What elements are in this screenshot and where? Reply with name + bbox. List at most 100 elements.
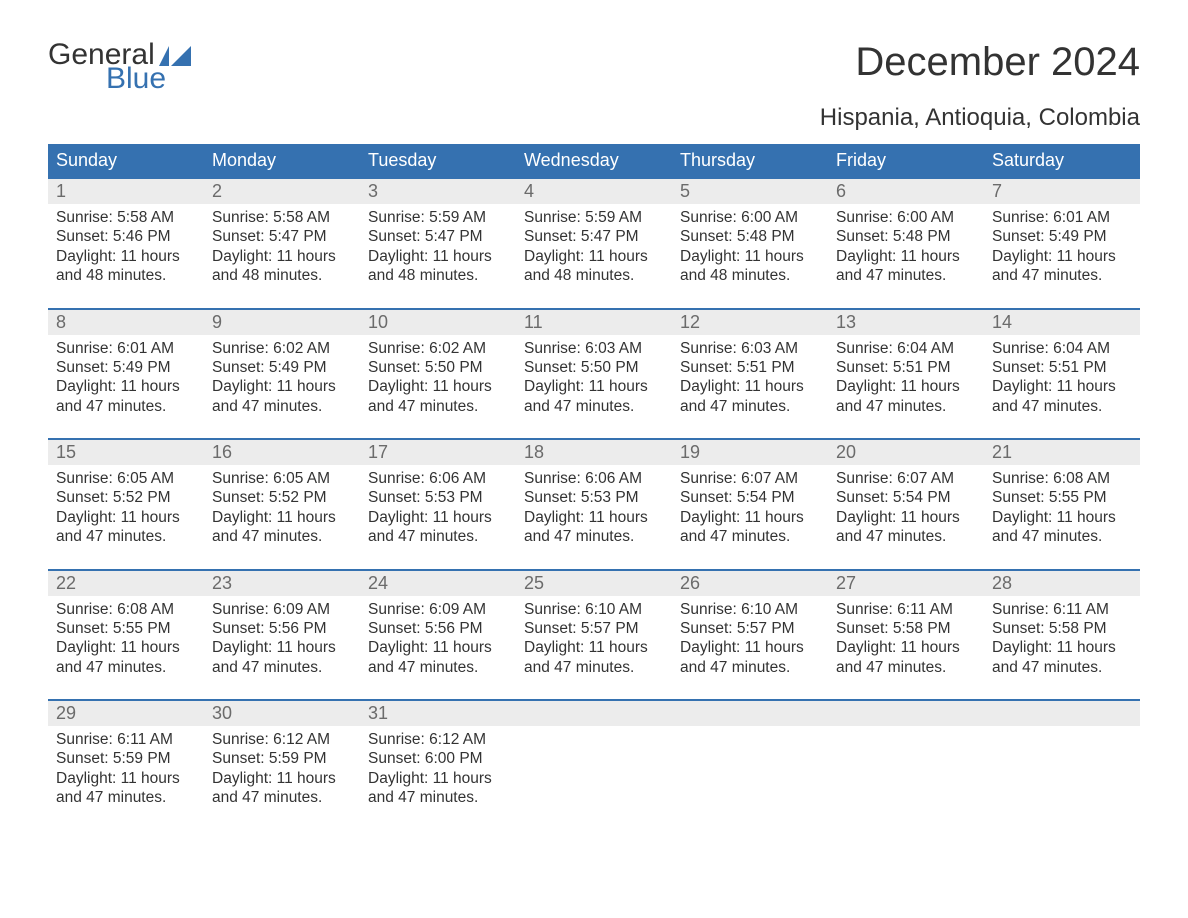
day-number: 25 — [516, 571, 672, 596]
daylight-line: Daylight: 11 hours and 47 minutes. — [680, 377, 820, 416]
sunset-line: Sunset: 5:58 PM — [992, 619, 1132, 638]
sunset-line: Sunset: 5:49 PM — [992, 227, 1132, 246]
day-cell: Sunrise: 6:03 AMSunset: 5:50 PMDaylight:… — [516, 335, 672, 421]
sunrise-line: Sunrise: 6:06 AM — [524, 469, 664, 488]
day-number: 18 — [516, 440, 672, 465]
daylight-line: Daylight: 11 hours and 47 minutes. — [56, 769, 196, 808]
sunrise-line: Sunrise: 6:04 AM — [836, 339, 976, 358]
sunset-line: Sunset: 5:57 PM — [680, 619, 820, 638]
day-cell: Sunrise: 6:08 AMSunset: 5:55 PMDaylight:… — [984, 465, 1140, 551]
day-cell: Sunrise: 6:11 AMSunset: 5:58 PMDaylight:… — [984, 596, 1140, 682]
sunrise-line: Sunrise: 5:59 AM — [368, 208, 508, 227]
daylight-line: Daylight: 11 hours and 48 minutes. — [680, 247, 820, 286]
day-number: 3 — [360, 179, 516, 204]
weekday-thursday: Thursday — [672, 144, 828, 177]
sunset-line: Sunset: 5:46 PM — [56, 227, 196, 246]
title-block: December 2024 — [855, 40, 1140, 85]
daylight-line: Daylight: 11 hours and 47 minutes. — [524, 638, 664, 677]
daylight-line: Daylight: 11 hours and 47 minutes. — [368, 508, 508, 547]
sunset-line: Sunset: 5:47 PM — [368, 227, 508, 246]
sunset-line: Sunset: 5:51 PM — [680, 358, 820, 377]
day-number — [672, 701, 828, 726]
daylight-line: Daylight: 11 hours and 47 minutes. — [368, 377, 508, 416]
day-number: 15 — [48, 440, 204, 465]
day-number: 26 — [672, 571, 828, 596]
sunrise-line: Sunrise: 6:00 AM — [680, 208, 820, 227]
sunrise-line: Sunrise: 6:03 AM — [680, 339, 820, 358]
daynum-strip: 15161718192021 — [48, 440, 1140, 465]
sunset-line: Sunset: 5:50 PM — [524, 358, 664, 377]
day-number: 24 — [360, 571, 516, 596]
day-cell: Sunrise: 6:00 AMSunset: 5:48 PMDaylight:… — [828, 204, 984, 290]
sunrise-line: Sunrise: 6:04 AM — [992, 339, 1132, 358]
sunset-line: Sunset: 5:59 PM — [56, 749, 196, 768]
sunset-line: Sunset: 5:56 PM — [212, 619, 352, 638]
sunset-line: Sunset: 5:52 PM — [56, 488, 196, 507]
day-number: 29 — [48, 701, 204, 726]
sunrise-line: Sunrise: 5:59 AM — [524, 208, 664, 227]
weekday-header-row: SundayMondayTuesdayWednesdayThursdayFrid… — [48, 144, 1140, 177]
day-number: 7 — [984, 179, 1140, 204]
daylight-line: Daylight: 11 hours and 48 minutes. — [212, 247, 352, 286]
daynum-strip: 891011121314 — [48, 310, 1140, 335]
day-cell: Sunrise: 6:09 AMSunset: 5:56 PMDaylight:… — [204, 596, 360, 682]
day-number: 30 — [204, 701, 360, 726]
sunrise-line: Sunrise: 6:11 AM — [56, 730, 196, 749]
day-cell: Sunrise: 6:03 AMSunset: 5:51 PMDaylight:… — [672, 335, 828, 421]
day-cell: Sunrise: 6:12 AMSunset: 5:59 PMDaylight:… — [204, 726, 360, 812]
sunrise-line: Sunrise: 6:10 AM — [524, 600, 664, 619]
sunrise-line: Sunrise: 5:58 AM — [56, 208, 196, 227]
day-cell: Sunrise: 6:11 AMSunset: 5:58 PMDaylight:… — [828, 596, 984, 682]
daylight-line: Daylight: 11 hours and 48 minutes. — [368, 247, 508, 286]
daylight-line: Daylight: 11 hours and 47 minutes. — [56, 508, 196, 547]
daylight-line: Daylight: 11 hours and 47 minutes. — [212, 508, 352, 547]
calendar: SundayMondayTuesdayWednesdayThursdayFrid… — [48, 144, 1140, 812]
daylight-line: Daylight: 11 hours and 47 minutes. — [680, 508, 820, 547]
week-row: 891011121314Sunrise: 6:01 AMSunset: 5:49… — [48, 308, 1140, 421]
sunset-line: Sunset: 5:53 PM — [524, 488, 664, 507]
sunset-line: Sunset: 5:49 PM — [212, 358, 352, 377]
logo-word-blue: Blue — [106, 64, 191, 94]
sunset-line: Sunset: 5:48 PM — [680, 227, 820, 246]
day-cell: Sunrise: 5:58 AMSunset: 5:46 PMDaylight:… — [48, 204, 204, 290]
day-number: 16 — [204, 440, 360, 465]
daylight-line: Daylight: 11 hours and 47 minutes. — [992, 377, 1132, 416]
day-number: 28 — [984, 571, 1140, 596]
weekday-friday: Friday — [828, 144, 984, 177]
day-cell: Sunrise: 6:10 AMSunset: 5:57 PMDaylight:… — [516, 596, 672, 682]
sunset-line: Sunset: 5:59 PM — [212, 749, 352, 768]
week-row: 1234567Sunrise: 5:58 AMSunset: 5:46 PMDa… — [48, 177, 1140, 290]
sunrise-line: Sunrise: 6:07 AM — [836, 469, 976, 488]
weekday-tuesday: Tuesday — [360, 144, 516, 177]
daylight-line: Daylight: 11 hours and 47 minutes. — [212, 377, 352, 416]
sunrise-line: Sunrise: 6:02 AM — [368, 339, 508, 358]
weekday-saturday: Saturday — [984, 144, 1140, 177]
day-cell: Sunrise: 6:04 AMSunset: 5:51 PMDaylight:… — [984, 335, 1140, 421]
sunrise-line: Sunrise: 6:03 AM — [524, 339, 664, 358]
daynum-strip: 293031 — [48, 701, 1140, 726]
daylight-line: Daylight: 11 hours and 48 minutes. — [524, 247, 664, 286]
daylight-line: Daylight: 11 hours and 47 minutes. — [56, 377, 196, 416]
day-cell — [984, 726, 1140, 812]
sunrise-line: Sunrise: 6:09 AM — [368, 600, 508, 619]
day-number: 1 — [48, 179, 204, 204]
day-cell: Sunrise: 5:58 AMSunset: 5:47 PMDaylight:… — [204, 204, 360, 290]
week-row: 22232425262728Sunrise: 6:08 AMSunset: 5:… — [48, 569, 1140, 682]
day-number: 20 — [828, 440, 984, 465]
sunset-line: Sunset: 5:49 PM — [56, 358, 196, 377]
sunset-line: Sunset: 5:51 PM — [836, 358, 976, 377]
sunrise-line: Sunrise: 6:11 AM — [992, 600, 1132, 619]
day-cell — [516, 726, 672, 812]
day-cell: Sunrise: 6:06 AMSunset: 5:53 PMDaylight:… — [360, 465, 516, 551]
week-row: 293031Sunrise: 6:11 AMSunset: 5:59 PMDay… — [48, 699, 1140, 812]
day-cell: Sunrise: 6:11 AMSunset: 5:59 PMDaylight:… — [48, 726, 204, 812]
day-cell: Sunrise: 5:59 AMSunset: 5:47 PMDaylight:… — [516, 204, 672, 290]
day-cell — [672, 726, 828, 812]
day-cell: Sunrise: 5:59 AMSunset: 5:47 PMDaylight:… — [360, 204, 516, 290]
day-cell: Sunrise: 6:07 AMSunset: 5:54 PMDaylight:… — [672, 465, 828, 551]
day-cell: Sunrise: 6:05 AMSunset: 5:52 PMDaylight:… — [204, 465, 360, 551]
daylight-line: Daylight: 11 hours and 47 minutes. — [992, 508, 1132, 547]
day-cell: Sunrise: 6:09 AMSunset: 5:56 PMDaylight:… — [360, 596, 516, 682]
weekday-wednesday: Wednesday — [516, 144, 672, 177]
daynum-strip: 1234567 — [48, 179, 1140, 204]
